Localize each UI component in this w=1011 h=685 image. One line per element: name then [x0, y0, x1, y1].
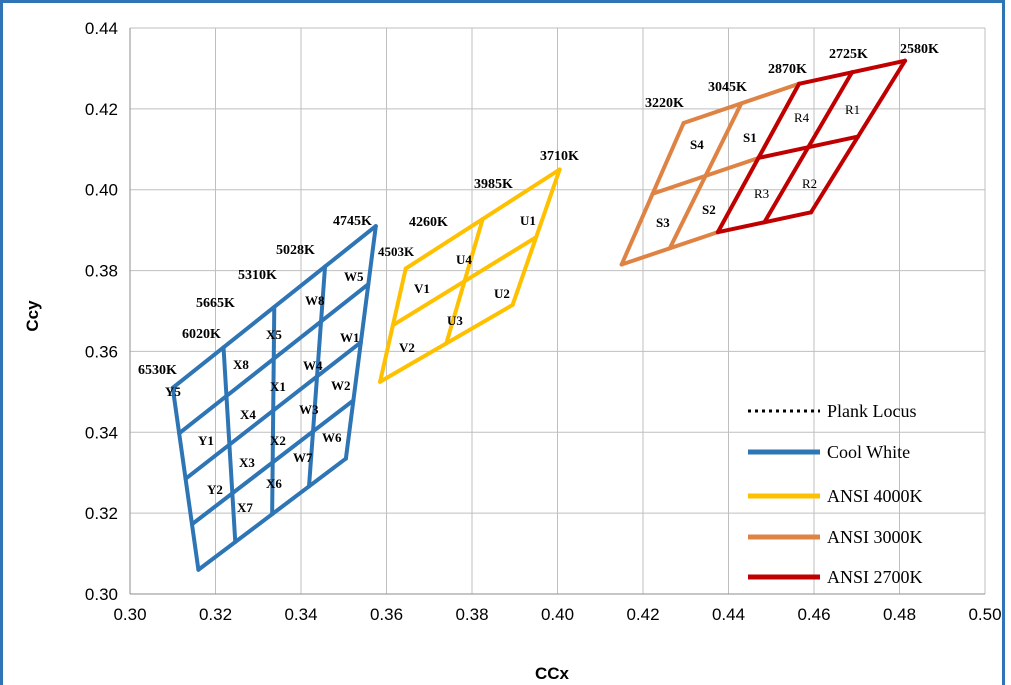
cct-label: 3985K	[474, 177, 513, 192]
y-tick-label: 0.32	[85, 504, 118, 523]
bin-label: W8	[305, 293, 325, 308]
bin-label: X2	[270, 433, 286, 448]
cct-label: 6530K	[138, 363, 177, 378]
cct-label: 4503K	[378, 244, 415, 259]
bin-label: S3	[656, 215, 670, 230]
tick-labels: 0.30 0.32 0.34 0.36 0.38 0.40 0.42 0.44 0.46 0.48…	[85, 19, 1002, 624]
bin-label: S2	[702, 202, 716, 217]
ansi-4000k-grid	[403, 167, 562, 271]
x-tick-label: 0.36	[370, 605, 403, 624]
bin-label: R3	[754, 186, 769, 201]
bin-label: V2	[399, 340, 415, 355]
ansi-4000k-grid	[390, 235, 539, 328]
cct-label: 4745K	[333, 214, 372, 229]
y-axis-title: Ccy	[23, 300, 42, 332]
grid-layer	[129, 27, 986, 595]
bin-label: W6	[322, 430, 342, 445]
ansi-2700k-grid	[756, 134, 861, 160]
ansi-4000k-grid	[378, 302, 515, 384]
legend-label: ANSI 2700K	[827, 567, 923, 587]
cct-label: 4260K	[409, 215, 448, 230]
cct-label: 3220K	[645, 96, 684, 111]
cool-white-grid	[183, 340, 363, 481]
x-tick-label: 0.38	[455, 605, 488, 624]
x-tick-label: 0.40	[541, 605, 574, 624]
x-tick-label: 0.50	[968, 605, 1001, 624]
bin-label: W3	[299, 402, 319, 417]
x-tick-label: 0.32	[199, 605, 232, 624]
cct-label: 2870K	[768, 62, 807, 77]
bin-label: S1	[743, 130, 757, 145]
ansi-3000k-grid	[650, 155, 761, 196]
y-tick-label: 0.44	[85, 19, 118, 38]
ansi-3000k-grid	[619, 230, 720, 267]
y-tick-label: 0.36	[85, 342, 118, 361]
legend-label: Plank Locus	[827, 401, 917, 421]
ansi-2700k-grid	[797, 58, 908, 86]
x-tick-label: 0.34	[284, 605, 317, 624]
cct-label: 5028K	[276, 243, 315, 258]
x-tick-label: 0.42	[626, 605, 659, 624]
cct-labels: 6530K 6020K 5665K 5310K 5028K 4745K 4503…	[138, 42, 939, 378]
bin-label: W4	[303, 358, 323, 373]
bin-label: W2	[331, 378, 351, 393]
y-tick-label: 0.38	[85, 262, 118, 281]
bin-label: Y2	[207, 482, 223, 497]
bin-label: X8	[233, 357, 249, 372]
bin-label: X1	[270, 379, 286, 394]
cool-white-grid	[177, 282, 371, 436]
legend: Plank Locus Cool White ANSI 4000K ANSI 3…	[748, 401, 923, 587]
bin-label: R1	[845, 102, 860, 117]
x-tick-label: 0.46	[797, 605, 830, 624]
bin-label: U2	[494, 286, 510, 301]
y-tick-label: 0.42	[85, 100, 118, 119]
bin-label: X3	[239, 455, 255, 470]
cct-label: 3710K	[540, 149, 579, 164]
cct-label: 3045K	[708, 80, 747, 95]
bin-label: W1	[340, 330, 360, 345]
y-tick-label: 0.40	[85, 181, 118, 200]
x-tick-label: 0.44	[712, 605, 745, 624]
x-tick-label: 0.48	[883, 605, 916, 624]
cool-white-grid	[196, 456, 348, 572]
bin-label: U1	[520, 213, 536, 228]
legend-label: ANSI 3000K	[827, 527, 923, 547]
legend-label: ANSI 4000K	[827, 486, 923, 506]
cct-label: 6020K	[182, 327, 221, 342]
bin-label: Y1	[198, 433, 214, 448]
cool-white-grid	[189, 398, 356, 527]
bin-label: V1	[414, 281, 430, 296]
bin-label: X7	[237, 500, 253, 515]
ansi-2700k-grid	[715, 210, 814, 235]
x-axis-title: CCx	[535, 664, 570, 683]
legend-label: Cool White	[827, 442, 910, 462]
quadrilateral-grids	[170, 58, 908, 572]
cct-label: 5310K	[238, 268, 277, 283]
cool-white-grid	[170, 224, 378, 390]
bin-label: X5	[266, 327, 282, 342]
bin-label: U3	[447, 313, 463, 328]
bin-label: S4	[690, 137, 704, 152]
cct-label: 5665K	[196, 296, 235, 311]
bin-label: R2	[802, 176, 817, 191]
bin-label: R4	[794, 110, 810, 125]
bin-label: Y5	[165, 384, 181, 399]
y-tick-label: 0.30	[85, 585, 118, 604]
y-tick-label: 0.34	[85, 423, 118, 442]
x-tick-label: 0.30	[113, 605, 146, 624]
bin-label: W7	[293, 450, 313, 465]
bin-label: X4	[240, 407, 256, 422]
ansi-3000k-grid	[681, 81, 802, 126]
cct-label: 2580K	[900, 42, 939, 57]
bin-label: U4	[456, 252, 472, 267]
bin-label: W5	[344, 269, 364, 284]
bin-label: X6	[266, 476, 282, 491]
cct-label: 2725K	[829, 47, 868, 62]
bin-labels: Y5 Y1 Y2 X8 X4 X3 X7 X5 X1 X2 X6 W8 W4 W…	[165, 102, 860, 515]
